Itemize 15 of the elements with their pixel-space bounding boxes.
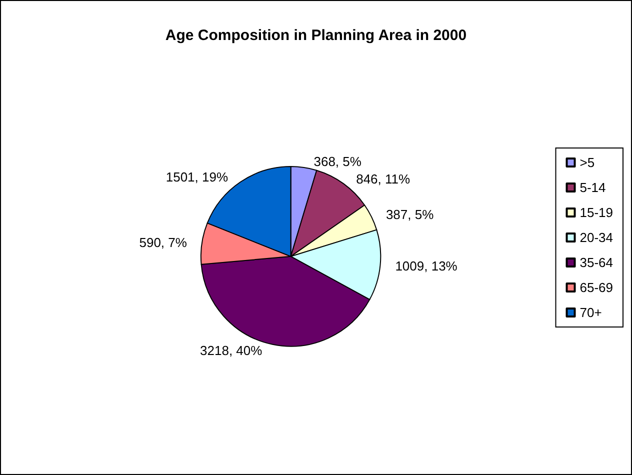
legend-label: 65-69 xyxy=(580,280,613,295)
data-label: 387, 5% xyxy=(386,206,434,222)
legend-label: 20-34 xyxy=(580,230,613,245)
data-label: 846, 11% xyxy=(356,171,411,186)
data-label: 1009, 13% xyxy=(395,258,458,274)
data-label: 368, 5% xyxy=(314,154,362,170)
chart-title: Age Composition in Planning Area in 2000 xyxy=(165,27,467,44)
legend-label: 15-19 xyxy=(580,205,613,220)
legend-label: >5 xyxy=(580,155,595,170)
legend-label: 5-14 xyxy=(580,180,606,195)
data-label: 3218, 40% xyxy=(200,342,263,358)
data-label: 590, 7% xyxy=(139,234,188,250)
data-label: 1501, 19% xyxy=(166,170,228,185)
legend-label: 35-64 xyxy=(580,255,613,270)
legend-label: 70+ xyxy=(580,305,602,320)
